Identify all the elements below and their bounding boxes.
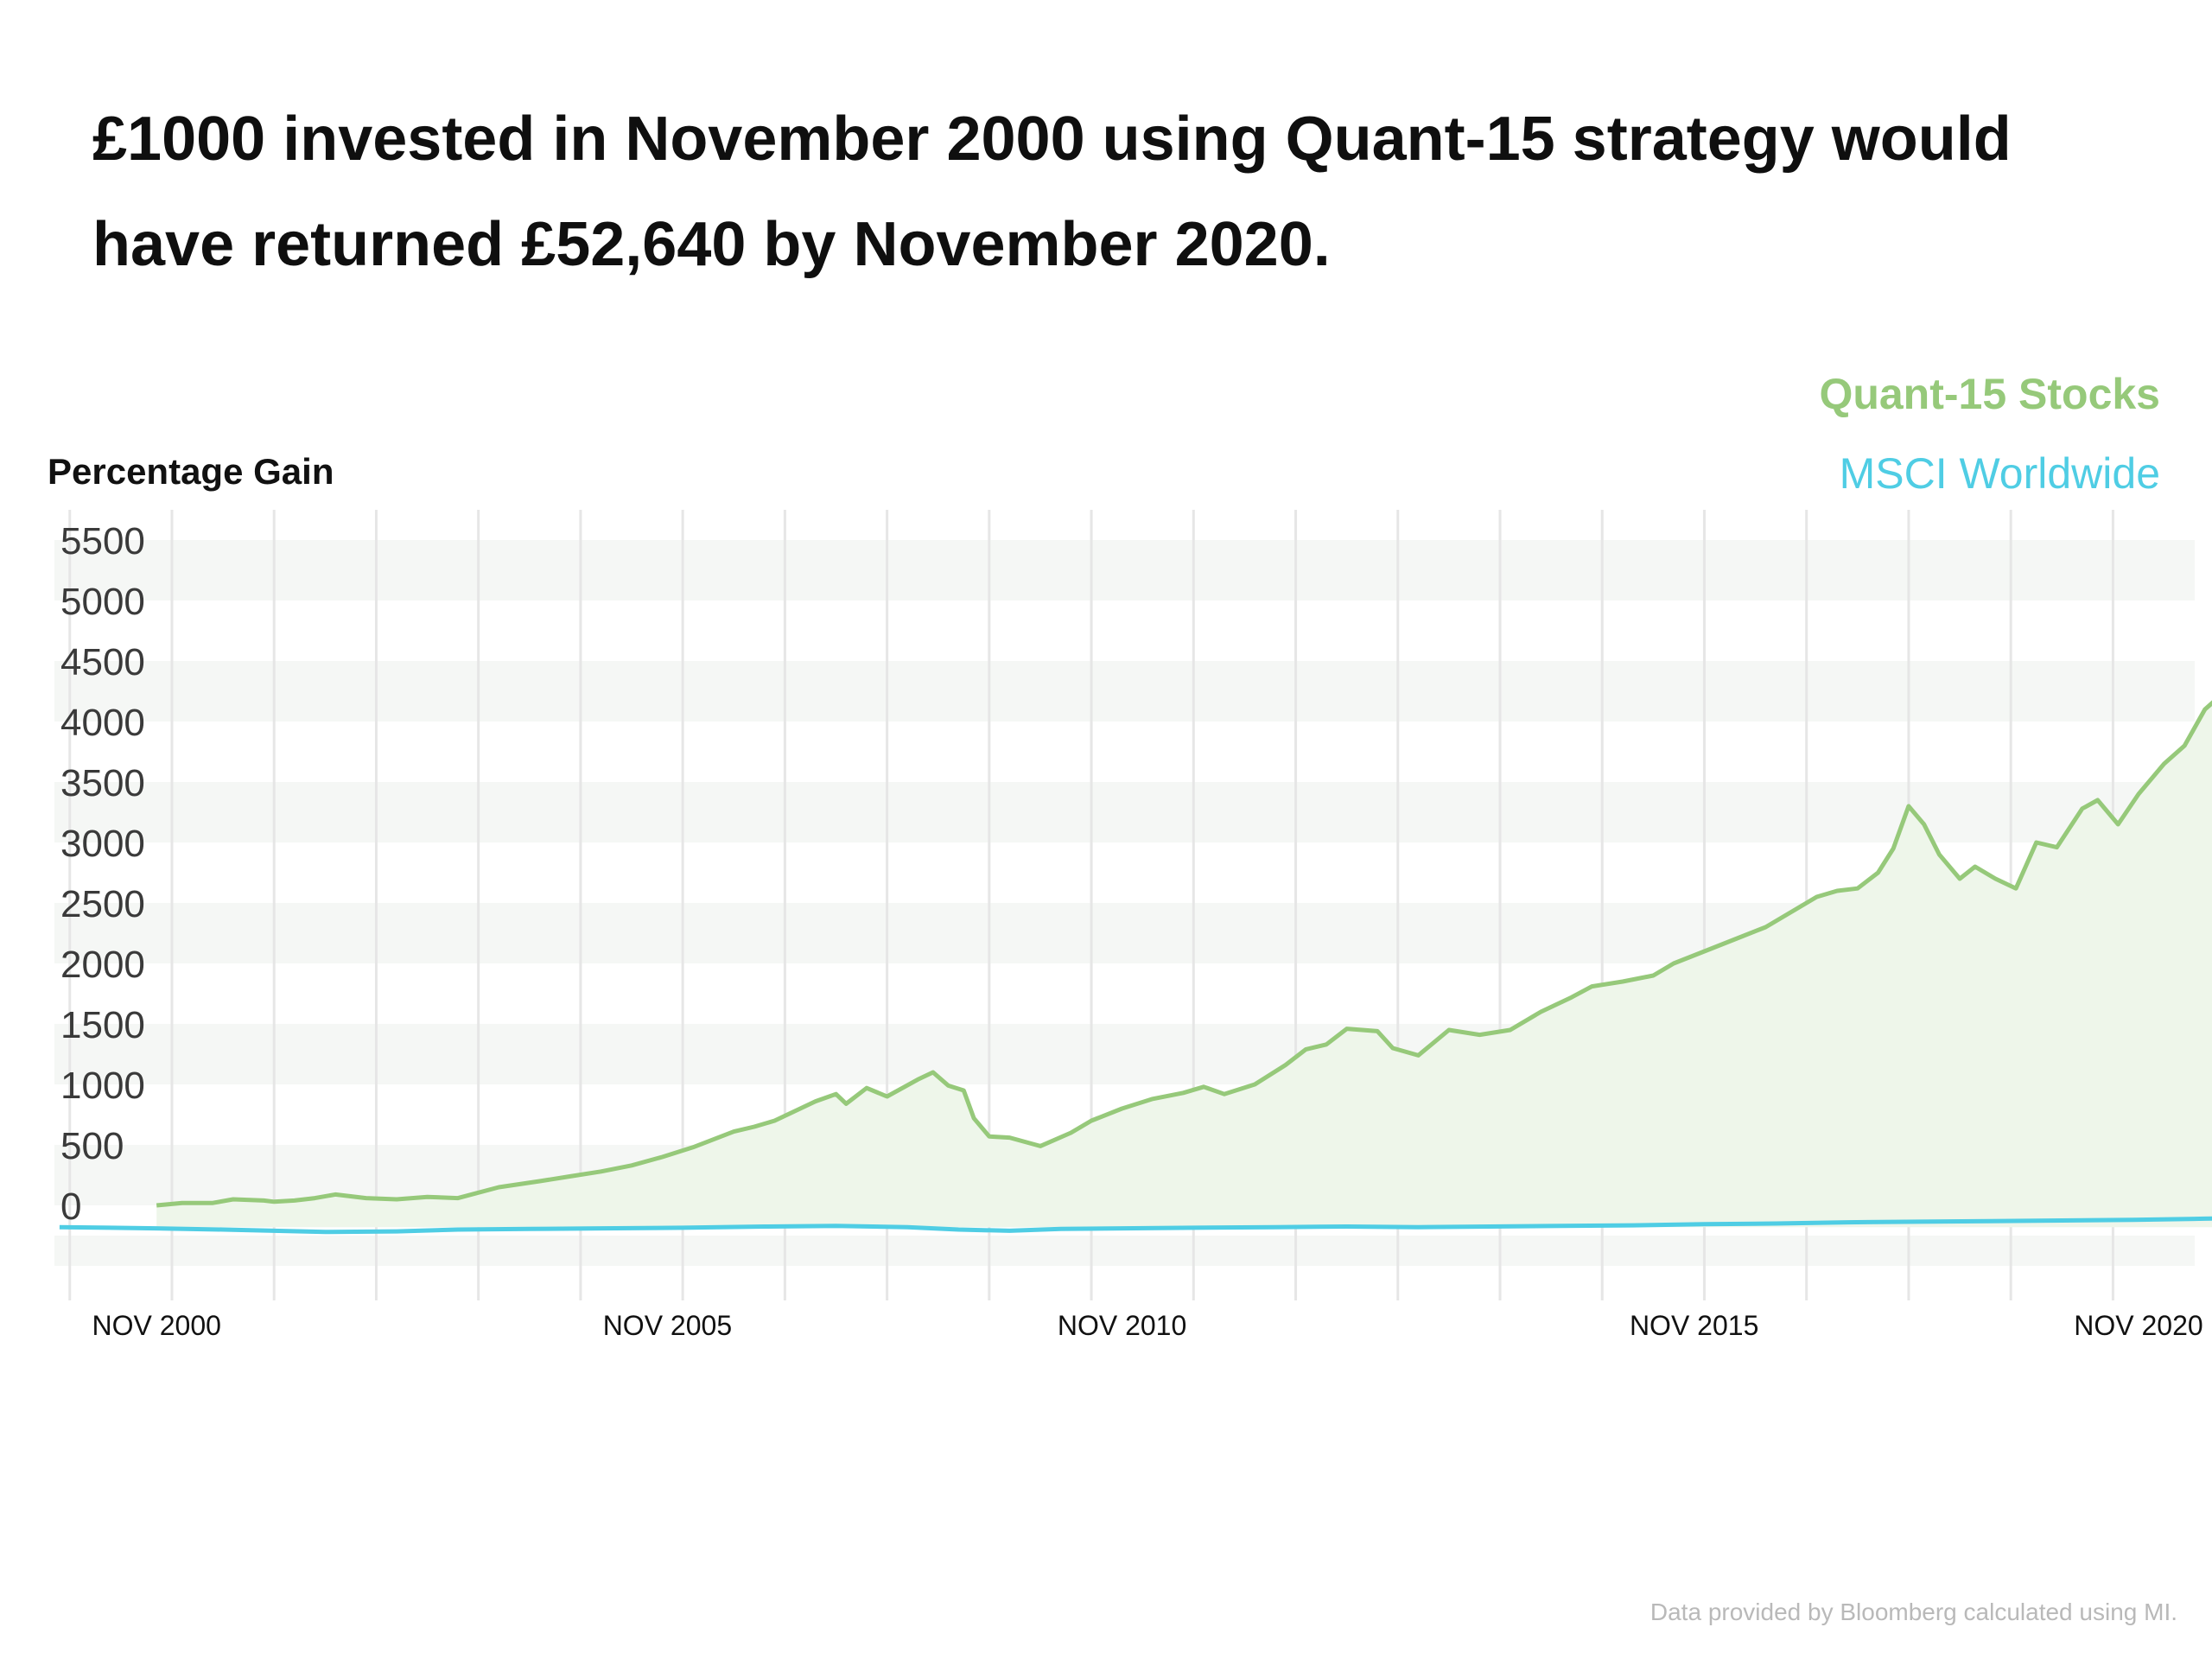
x-tick-label: NOV 2015: [1630, 1310, 1758, 1341]
headline: £1000 invested in November 2000 using Qu…: [92, 86, 2080, 297]
y-tick-label: 5000: [60, 581, 145, 623]
percentage-gain-chart: 0 500 1000 1500 2000 2500 3000 3500 4000 4500 5000…: [54, 510, 2212, 1341]
y-tick-label: 3000: [60, 823, 145, 865]
msci-line: [59, 1216, 2212, 1235]
y-tick-label: 4500: [60, 641, 145, 683]
y-tick-label: 5500: [60, 520, 145, 563]
grid-band: [54, 540, 2195, 601]
x-tick-label: NOV 2020: [2074, 1310, 2202, 1341]
grid-band: [54, 661, 2195, 721]
headline-line-1: £1000 invested in November 2000 using Qu…: [92, 105, 2012, 174]
y-axis-title: Percentage Gain: [48, 451, 334, 492]
y-tick-label: 3500: [60, 762, 145, 804]
x-tick-label: NOV 2005: [603, 1310, 732, 1341]
x-tick-label: NOV 2010: [1058, 1310, 1186, 1341]
y-tick-label: 2000: [60, 944, 145, 986]
y-tick-label: 2500: [60, 883, 145, 925]
grid-band: [54, 782, 2195, 842]
legend-msci: MSCI Worldwide: [1839, 449, 2160, 498]
x-tick-label: NOV 2000: [92, 1310, 221, 1341]
y-tick-label: 4000: [60, 702, 145, 744]
legend-quant15: Quant-15 Stocks: [1819, 370, 2160, 418]
quant15-line: [156, 700, 2212, 1208]
y-tick-label: 0: [60, 1185, 81, 1228]
data-source-note: Data provided by Bloomberg calculated us…: [1649, 1599, 2177, 1625]
y-tick-label: 1500: [60, 1004, 145, 1046]
grid-band: [54, 1236, 2195, 1266]
y-tick-label: 500: [60, 1125, 124, 1167]
headline-line-2: have returned £52,640 by November 2020.: [92, 210, 1331, 279]
y-tick-label: 1000: [60, 1065, 145, 1107]
chart-legend: Quant-15 Stocks MSCI Worldwide: [1819, 354, 2160, 513]
quant15-area: [156, 702, 2212, 1228]
